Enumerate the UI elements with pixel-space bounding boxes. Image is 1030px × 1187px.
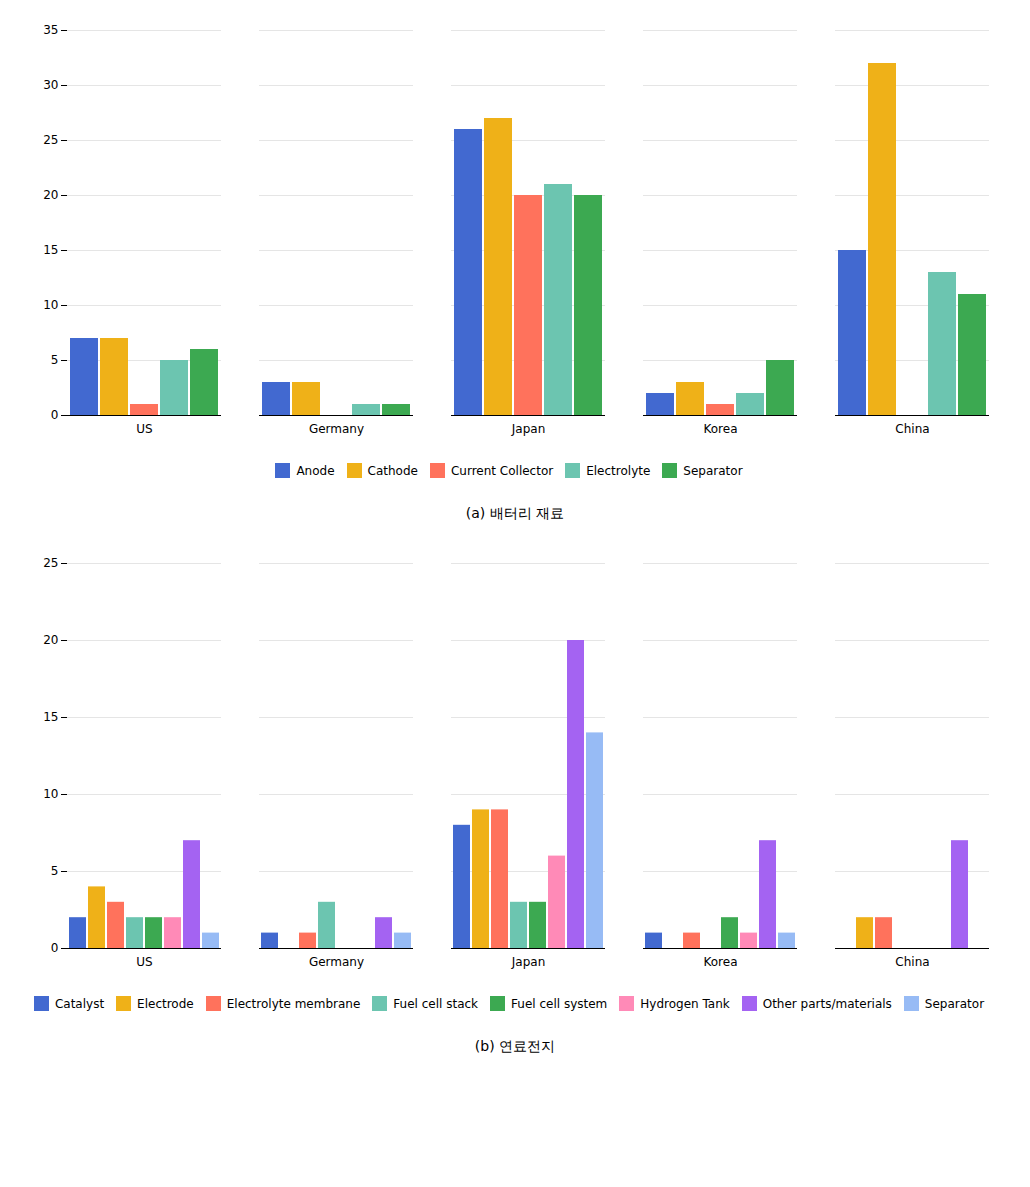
svg-text:China: China <box>895 422 929 436</box>
svg-text:30: 30 <box>43 78 58 92</box>
svg-text:0: 0 <box>51 941 59 955</box>
svg-text:10: 10 <box>43 298 58 312</box>
html-text:Separator: Separator <box>924 996 985 1011</box>
html-text:(b) 연료전지: (b) 연료전지 <box>474 1038 556 1054</box>
html-text:Anode: Anode <box>296 463 335 478</box>
svg-text:10: 10 <box>43 787 58 801</box>
svg-text:15: 15 <box>43 710 58 724</box>
svg-text:US: US <box>136 955 152 969</box>
html-text:Electrode: Electrode <box>137 996 194 1011</box>
svg-text:5: 5 <box>51 864 59 878</box>
html-text:Current Collector: Current Collector <box>451 463 554 478</box>
svg-text:Germany: Germany <box>309 422 364 436</box>
svg-text:Japan: Japan <box>511 955 545 969</box>
html-text:Other parts/materials: Other parts/materials <box>762 996 892 1011</box>
html-text:Separator: Separator <box>683 463 743 478</box>
svg-text:15: 15 <box>43 243 58 257</box>
svg-text:5: 5 <box>51 353 59 367</box>
html-text:Electrolyte membrane: Electrolyte membrane <box>226 996 361 1011</box>
html-text:Electrolyte: Electrolyte <box>586 463 651 478</box>
svg-text:20: 20 <box>43 633 58 647</box>
svg-text:0: 0 <box>51 408 59 422</box>
svg-text:25: 25 <box>43 133 58 147</box>
svg-text:US: US <box>136 422 152 436</box>
html-text:Fuel cell system: Fuel cell system <box>511 996 608 1011</box>
html-text:Fuel cell stack: Fuel cell stack <box>393 996 478 1011</box>
svg-text:Germany: Germany <box>309 955 364 969</box>
html-text:(a) 배터리 재료: (a) 배터리 재료 <box>465 505 565 521</box>
html-text:Catalyst: Catalyst <box>54 996 105 1011</box>
svg-text:Japan: Japan <box>511 422 545 436</box>
svg-text:Korea: Korea <box>703 955 737 969</box>
svg-text:35: 35 <box>43 23 58 37</box>
html-text:Cathode: Cathode <box>367 463 418 478</box>
svg-text:25: 25 <box>43 556 58 570</box>
svg-text:Korea: Korea <box>703 422 737 436</box>
html-text:Hydrogen Tank: Hydrogen Tank <box>640 996 730 1011</box>
svg-text:20: 20 <box>43 188 58 202</box>
svg-text:China: China <box>895 955 929 969</box>
